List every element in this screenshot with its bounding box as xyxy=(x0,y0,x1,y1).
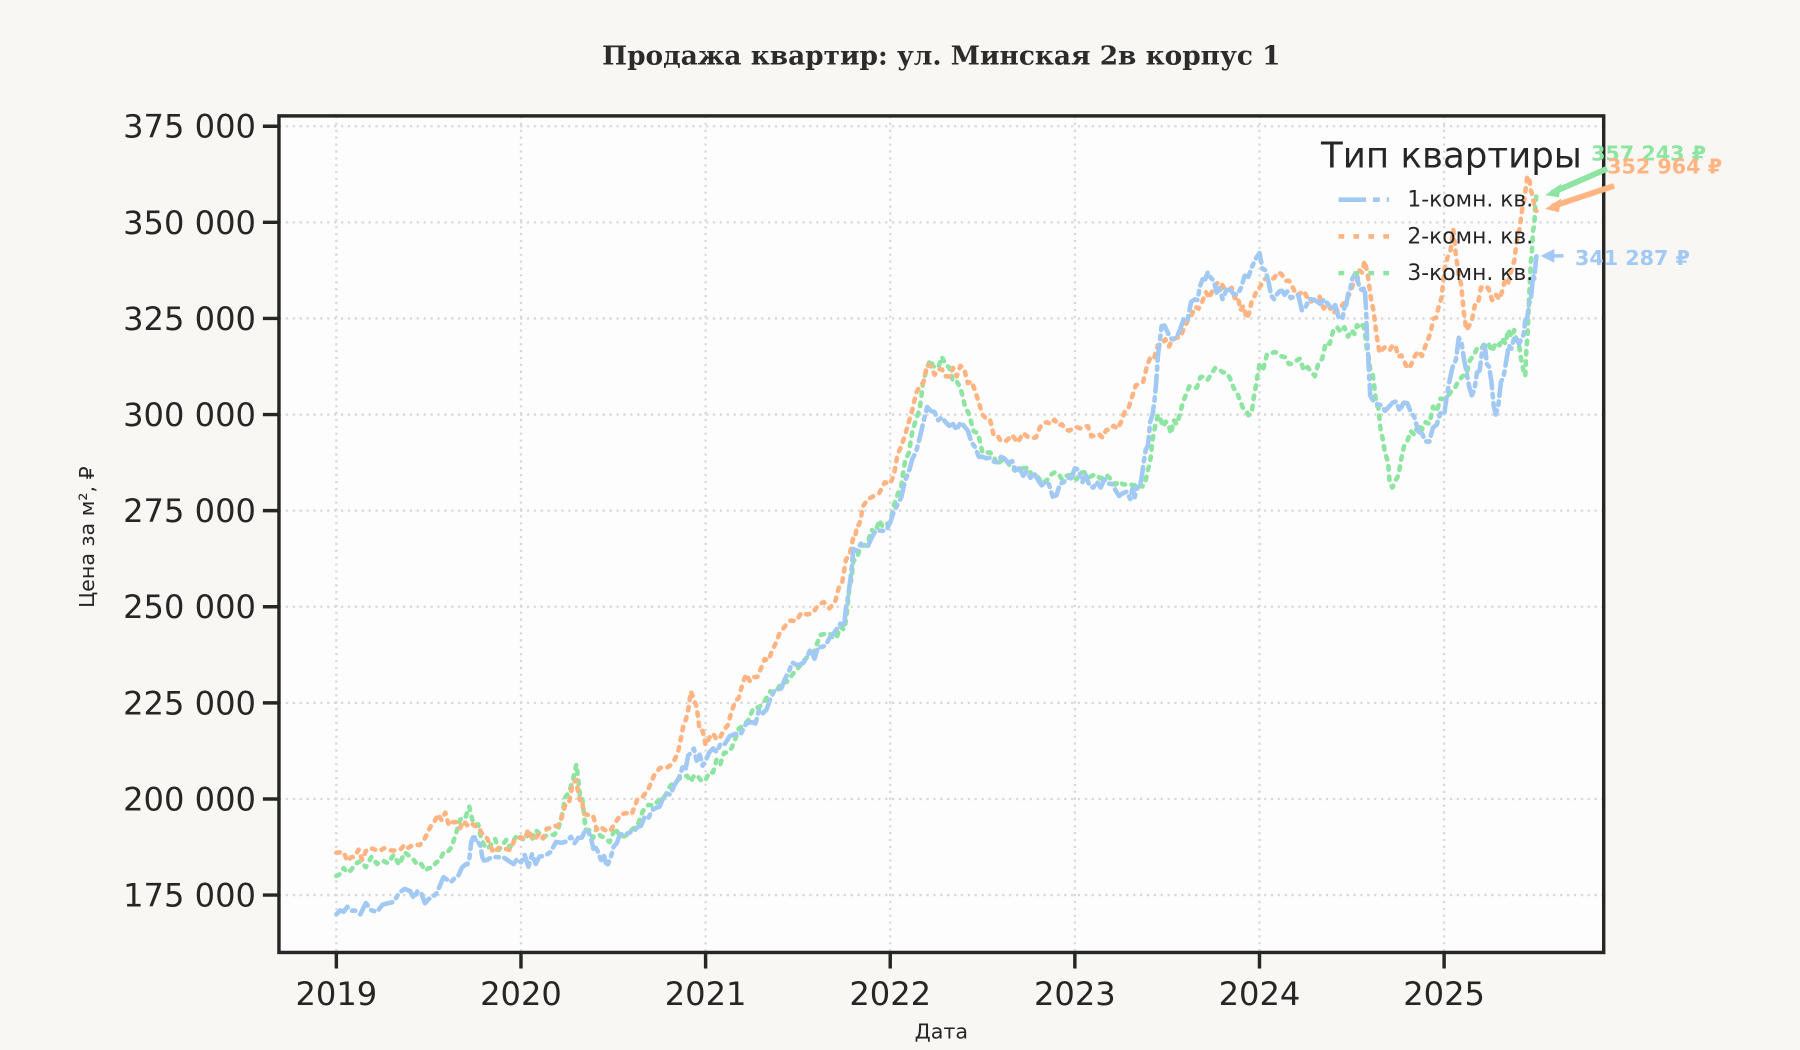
series-line-1room xyxy=(334,250,1539,917)
x-tick-label: 2020 xyxy=(480,975,562,1013)
arrow-3room xyxy=(1550,166,1609,196)
legend-item-2room: 2-комн. кв. xyxy=(1338,224,1533,249)
annotation-2room: 352 964 ₽ xyxy=(1607,154,1722,178)
chart-title: Продажа квартир: ул. Минская 2в корпус 1 xyxy=(602,40,1280,71)
grid-lines xyxy=(278,115,1604,953)
y-axis-label: Цена за м², ₽ xyxy=(75,466,99,608)
x-tick-label: 2025 xyxy=(1403,975,1485,1013)
y-tick-label: 375 000 xyxy=(123,108,256,146)
annotation-3room: 357 243 ₽ xyxy=(1591,142,1706,166)
x-tick-label: 2022 xyxy=(849,975,931,1013)
legend-label-2room: 2-комн. кв. xyxy=(1407,224,1533,249)
y-tick-label: 300 000 xyxy=(123,396,256,434)
series-line-2room xyxy=(334,173,1539,864)
x-tick-label: 2023 xyxy=(1034,975,1116,1013)
arrowhead-1room xyxy=(1540,249,1555,263)
x-tick-label: 2024 xyxy=(1219,975,1301,1013)
y-tick-label: 325 000 xyxy=(123,300,256,338)
plot-frame xyxy=(277,114,1606,955)
x-tick-label: 2021 xyxy=(665,975,747,1013)
x-axis-label: Дата xyxy=(915,1020,968,1044)
y-tick-label: 350 000 xyxy=(123,204,256,242)
legend-item-3room: 3-комн. кв. xyxy=(1338,261,1533,286)
y-tick-label: 250 000 xyxy=(123,588,256,626)
arrow-2room xyxy=(1551,183,1615,210)
arrowhead-3room xyxy=(1545,183,1562,198)
y-tick-label: 225 000 xyxy=(123,684,256,722)
legend-title: Тип квартиры xyxy=(1320,136,1582,177)
plot-area xyxy=(278,115,1604,953)
annotation-1room: 341 287 ₽ xyxy=(1575,246,1690,270)
series-layer xyxy=(334,173,1539,917)
y-tick-label: 175 000 xyxy=(123,877,256,915)
y-tick-label: 200 000 xyxy=(123,780,256,818)
last-value-annotations: 357 243 ₽ 352 964 ₽ 341 287 ₽ xyxy=(1540,142,1722,270)
x-tick-label: 2019 xyxy=(295,975,377,1013)
legend-item-1room: 1-комн. кв. xyxy=(1338,188,1533,213)
axis-ticks: 175 000 200 000 225 000 250 000 275 000 300 0… xyxy=(123,108,1485,1014)
legend-label-3room: 3-комн. кв. xyxy=(1407,261,1533,286)
legend: Тип квартиры 1-комн. кв. 2-комн. кв. 3-к… xyxy=(1320,136,1582,286)
arrowhead-2room xyxy=(1545,198,1562,213)
y-tick-label: 275 000 xyxy=(123,492,256,530)
legend-label-1room: 1-комн. кв. xyxy=(1407,188,1533,213)
